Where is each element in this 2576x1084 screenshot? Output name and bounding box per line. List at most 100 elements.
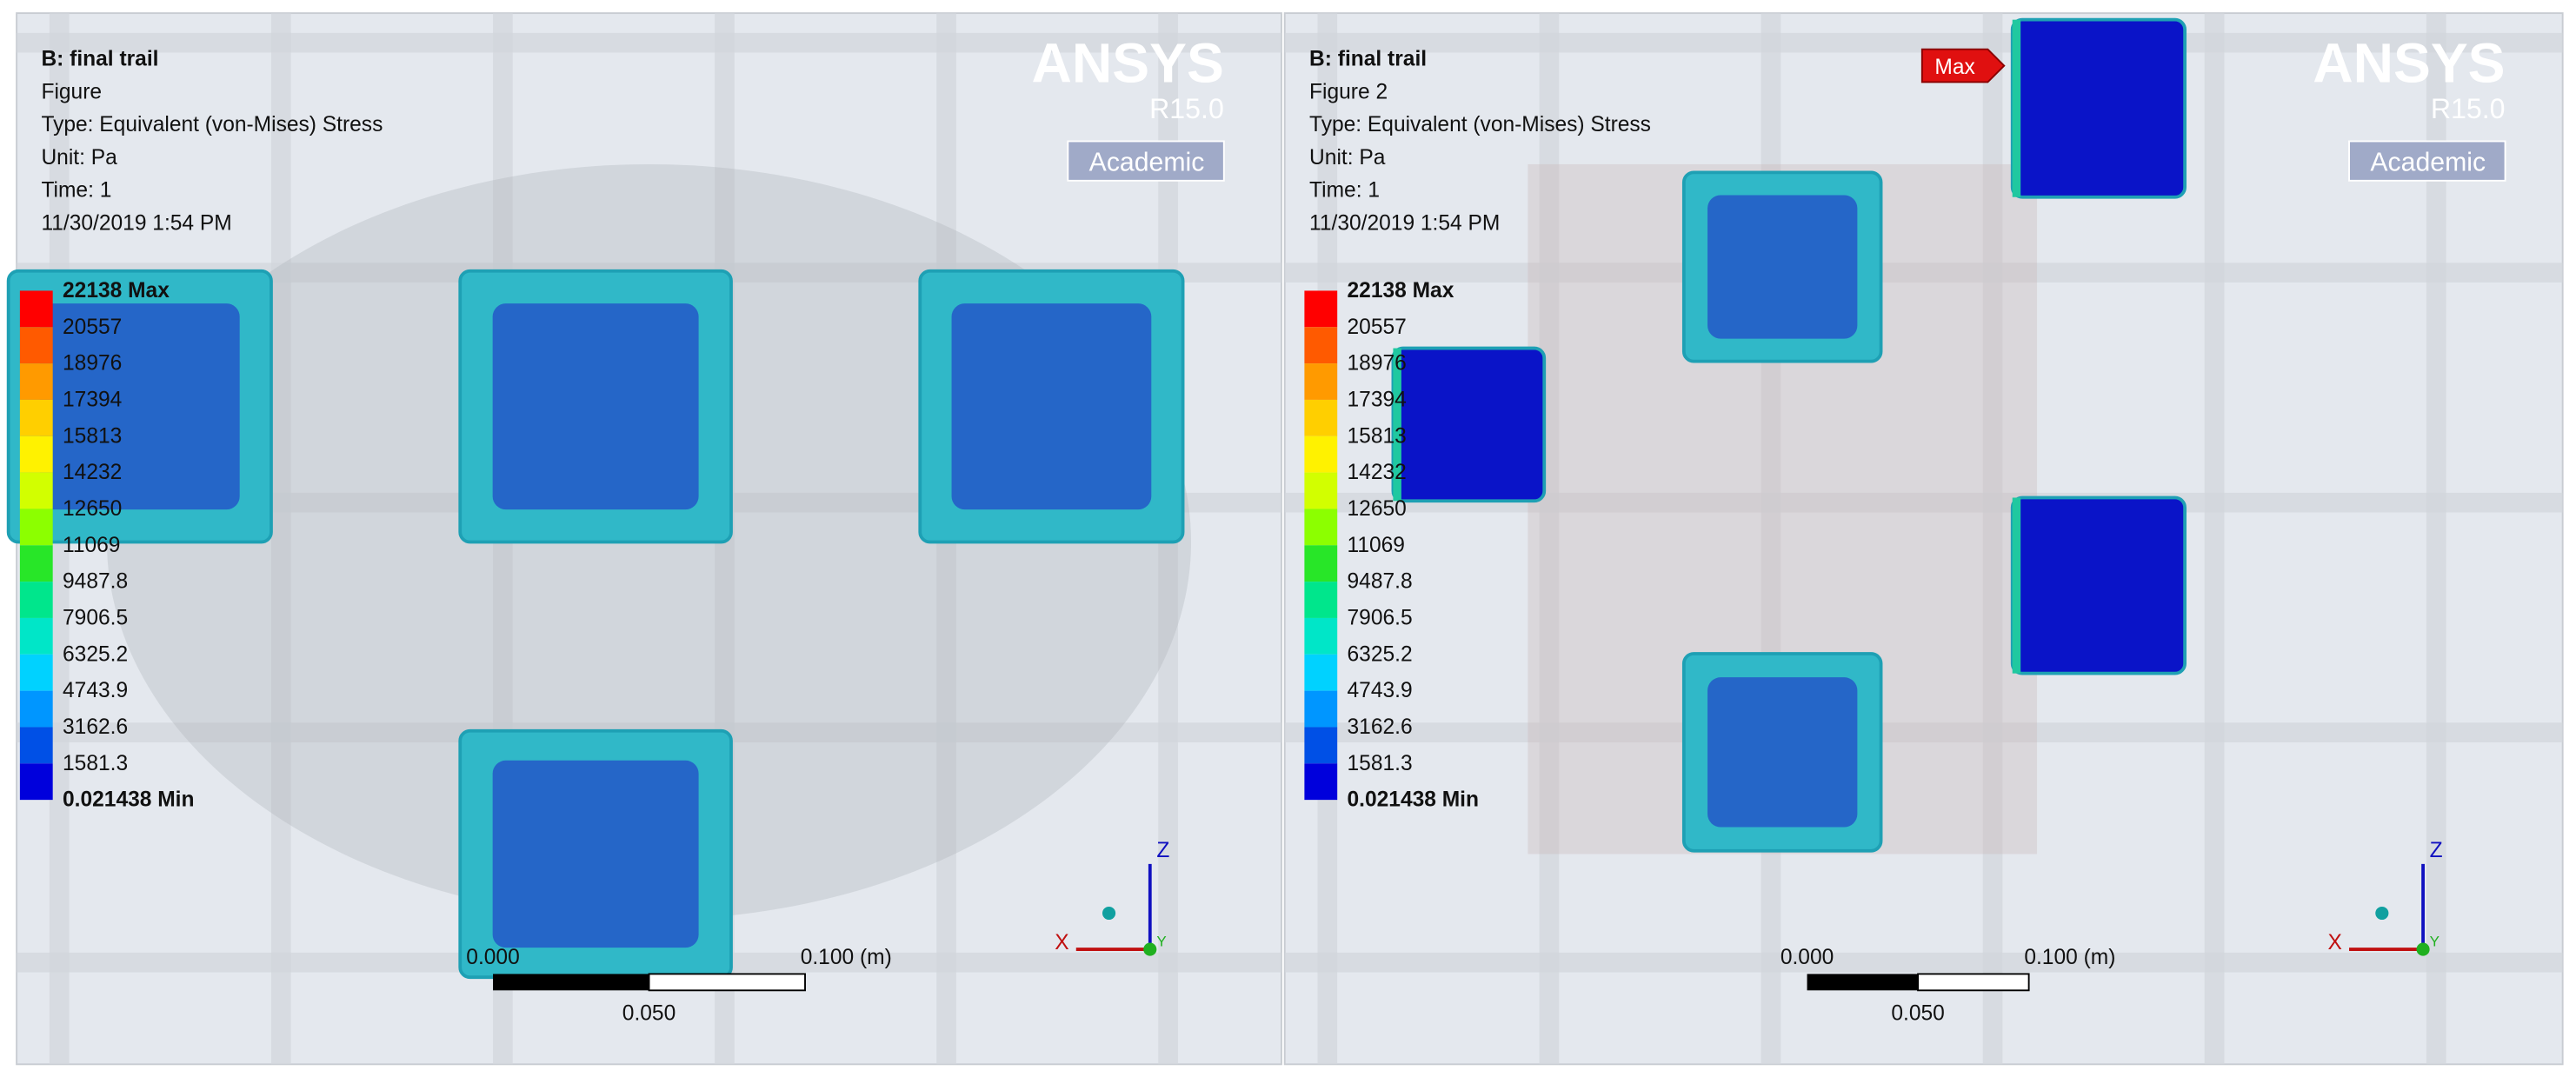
info-figure: Figure 2 (1309, 80, 1388, 103)
scale-start: 0.000 (466, 946, 519, 969)
legend-label: 9487.8 (63, 570, 128, 594)
legend-label: 17394 (63, 388, 122, 411)
legend-label: 7906.5 (1348, 607, 1413, 630)
legend-label: 11069 (1348, 534, 1405, 557)
viewport-background (1283, 12, 2564, 1066)
legend-swatch (19, 545, 53, 582)
scale-bar-black (1807, 974, 1919, 991)
background-grid-column (2204, 13, 2225, 1065)
logo-edition: Academic (2370, 148, 2486, 176)
info-type: Type: Equivalent (von-Mises) Stress (1309, 113, 1651, 136)
legend-label: 18976 (1348, 352, 1407, 376)
axis-y-label: Y (1156, 933, 1166, 949)
background-grid-row (1284, 722, 2563, 743)
scale-bar-white (648, 973, 806, 992)
stress-block-edge (2012, 497, 2021, 674)
legend-label: 7906.5 (63, 607, 128, 630)
legend-label: 11069 (63, 534, 120, 557)
axis-x-label: X (1055, 931, 1068, 954)
scale-end: 0.100 (m) (801, 946, 892, 969)
legend-swatch (1304, 290, 1338, 328)
stress-block-core (1707, 677, 1858, 828)
probe-flag (1920, 48, 2006, 83)
legend-label: 20557 (1348, 316, 1407, 339)
legend-swatch (19, 727, 53, 764)
legend-label: 12650 (63, 497, 122, 521)
axis-x-label: X (2327, 931, 2341, 954)
legend-label: 15813 (63, 424, 122, 448)
legend-label: 22138 Max (1348, 279, 1454, 303)
legend-label: 9487.8 (1348, 570, 1413, 594)
info-date: 11/30/2019 1:54 PM (1309, 212, 1500, 236)
stress-block-edge (2012, 19, 2021, 197)
info-time: Time: 1 (41, 179, 111, 203)
legend-label: 6325.2 (63, 642, 128, 666)
legend-swatch (1304, 582, 1338, 618)
logo-edition: Academic (1089, 148, 1205, 176)
scale-bar-white (1917, 973, 2030, 992)
legend-label: 4743.9 (63, 679, 128, 702)
stress-block-core (492, 760, 699, 948)
legend-swatch (19, 436, 53, 473)
info-unit: Unit: Pa (1309, 146, 1386, 170)
stress-block (2010, 495, 2187, 675)
legend-swatch (1304, 509, 1338, 546)
axis-origin (2416, 942, 2430, 956)
legend-swatch (1304, 763, 1338, 801)
legend-label: 1581.3 (63, 752, 128, 775)
stress-block (1391, 346, 1547, 503)
legend-swatch (19, 690, 53, 728)
legend-label: 12650 (1348, 497, 1407, 521)
legend-label: 18976 (63, 352, 122, 376)
legend-swatch (1304, 363, 1338, 400)
legend-swatch (19, 363, 53, 400)
legend-swatch (19, 654, 53, 691)
legend-label: 14232 (1348, 461, 1407, 484)
legend-swatch (1304, 472, 1338, 509)
legend-swatch (19, 582, 53, 618)
stress-block-core (492, 303, 699, 510)
legend-label: 0.021438 Min (1348, 788, 1479, 812)
legend-label: 14232 (63, 461, 122, 484)
probe-label: Max (1934, 56, 1975, 79)
logo-edition-bg (2348, 140, 2506, 182)
legend-label: 0.021438 Min (63, 788, 194, 812)
axis-z-label: Z (1156, 839, 1169, 862)
axis-origin (1143, 942, 1157, 956)
background-grid-row (17, 32, 1281, 53)
legend-swatch (19, 617, 53, 655)
legend-label: 3162.6 (1348, 715, 1413, 739)
legend-label: 6325.2 (1348, 642, 1413, 666)
legend-swatch (1304, 727, 1338, 764)
info-time: Time: 1 (1309, 179, 1380, 203)
legend-swatch (1304, 690, 1338, 728)
stress-block-core (1707, 195, 1858, 339)
legend-swatch (1304, 327, 1338, 364)
scale-bar-black (493, 974, 649, 991)
view-point (2375, 906, 2389, 921)
legend-swatch (1304, 399, 1338, 436)
logo-version: R15.0 (1149, 93, 1224, 124)
info-date: 11/30/2019 1:54 PM (41, 212, 231, 236)
info-title: B: final trail (1309, 48, 1427, 71)
legend-label: 20557 (63, 316, 122, 339)
logo-name: ANSYS (2313, 31, 2505, 94)
background-grid-row (1284, 263, 2563, 283)
legend-swatch (19, 399, 53, 436)
legend-swatch (19, 327, 53, 364)
axis-z-label: Z (2430, 839, 2443, 862)
logo-name: ANSYS (1032, 31, 1224, 94)
scale-mid: 0.050 (1891, 1001, 1944, 1025)
legend-swatch (1304, 436, 1338, 473)
legend-label: 4743.9 (1348, 679, 1413, 702)
background-grid-row (1284, 32, 2563, 53)
stress-block-core (951, 303, 1152, 510)
stress-block-edge (1393, 348, 1401, 502)
info-title: B: final trail (41, 48, 158, 71)
legend-label: 17394 (1348, 388, 1407, 411)
legend-swatch (19, 763, 53, 801)
legend-label: 1581.3 (1348, 752, 1413, 775)
legend-swatch (1304, 545, 1338, 582)
info-figure: Figure (41, 80, 102, 103)
